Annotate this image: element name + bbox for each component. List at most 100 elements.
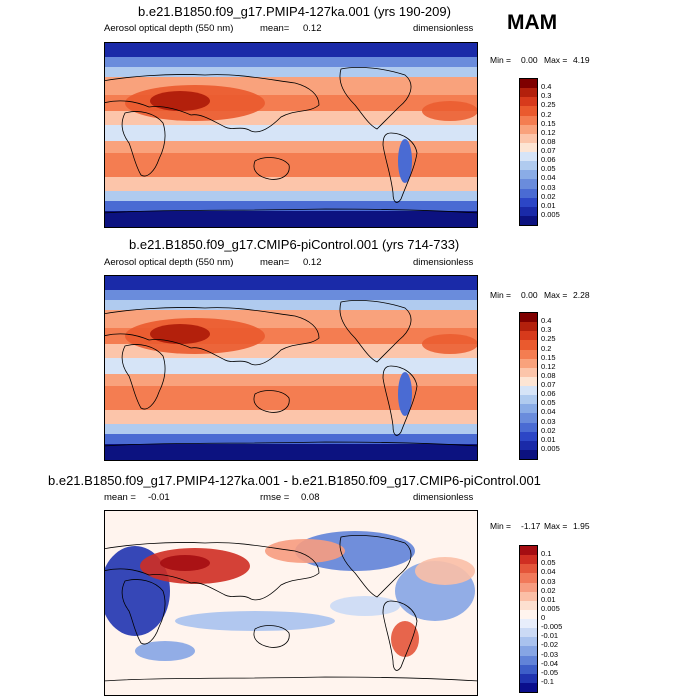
colorbar-segment <box>520 422 537 432</box>
panel1-mean-label: mean= <box>260 23 290 34</box>
panel2-variable: Aerosol optical depth (550 nm) <box>104 257 234 268</box>
colorbar-tick-label: 0.3 <box>541 91 552 101</box>
colorbar-tick-label: 0.12 <box>541 361 556 371</box>
colorbar-tick-label: 0.01 <box>541 200 556 210</box>
colorbar-tick-label: 0.2 <box>541 343 552 353</box>
panel3-mean-value: -0.01 <box>148 492 170 503</box>
colorbar-segment <box>520 88 537 98</box>
colorbar-segment <box>520 206 537 216</box>
panel3-max-value: 1.95 <box>573 521 590 531</box>
colorbar-segment <box>520 188 537 198</box>
panel3-colorbar <box>519 545 538 693</box>
colorbar-tick-label: 0.06 <box>541 389 556 399</box>
colorbar-tick-label: 0.07 <box>541 146 556 155</box>
colorbar-tick-label: 0.03 <box>541 182 556 192</box>
colorbar-segment <box>520 386 537 396</box>
colorbar-tick-label: 0.12 <box>541 127 556 137</box>
panel1-colorbar <box>519 78 538 226</box>
colorbar-segment <box>520 655 537 665</box>
colorbar-tick-label: 0.04 <box>541 407 556 417</box>
colorbar-tick-label: 0.005 <box>541 209 560 219</box>
colorbar-segment <box>520 431 537 441</box>
panel1-min-value: 0.00 <box>521 55 538 65</box>
panel1-max-label: Max = <box>544 55 568 65</box>
colorbar-tick-label: -0.04 <box>541 658 559 668</box>
colorbar-tick-label: 0.05 <box>541 558 556 568</box>
colorbar-segment <box>520 664 537 674</box>
colorbar-segment <box>520 97 537 107</box>
colorbar-segment <box>520 573 537 583</box>
colorbar-segment <box>520 179 537 189</box>
colorbar-segment <box>520 152 537 162</box>
colorbar-tick-label: 0.15 <box>541 118 556 128</box>
colorbar-segment <box>520 170 537 180</box>
colorbar-segment <box>520 376 537 386</box>
season-label: MAM <box>507 11 558 34</box>
colorbar-tick-label: 0.15 <box>541 352 556 362</box>
colorbar-tick-label: 0.25 <box>541 100 556 110</box>
colorbar-segment <box>520 79 537 89</box>
panel2-max-label: Max = <box>544 290 568 300</box>
colorbar-tick-label: 0.4 <box>541 82 552 92</box>
panel2-max-value: 2.28 <box>573 290 590 300</box>
colorbar-tick-label: 0.03 <box>541 576 556 586</box>
colorbar-segment <box>520 367 537 377</box>
colorbar-segment <box>520 358 537 368</box>
colorbar-segment <box>520 142 537 152</box>
colorbar-tick-label: 0.07 <box>541 380 556 389</box>
colorbar-segment <box>520 628 537 638</box>
colorbar-tick-label: -0.05 <box>541 667 559 677</box>
panel1-title: b.e21.B1850.f09_g17.PMIP4-127ka.001 (yrs… <box>138 4 451 19</box>
colorbar-segment <box>520 555 537 565</box>
colorbar-segment <box>520 115 537 125</box>
colorbar-segment <box>520 133 537 143</box>
colorbar-tick-label: 0.1 <box>541 549 552 559</box>
colorbar-tick-label: 0.04 <box>541 567 556 577</box>
colorbar-tick-label: 0.01 <box>541 434 556 444</box>
colorbar-segment <box>520 673 537 683</box>
colorbar-tick-label: 0.01 <box>541 594 556 604</box>
panel2-min-label: Min = <box>490 290 512 300</box>
colorbar-segment <box>520 582 537 592</box>
colorbar-tick-label: 0.02 <box>541 191 556 201</box>
colorbar-segment <box>520 106 537 116</box>
colorbar-segment <box>520 395 537 405</box>
colorbar-tick-label: 0.08 <box>541 136 556 146</box>
panel2-mean-value: 0.12 <box>303 257 322 268</box>
colorbar-tick-label: 0.005 <box>541 603 560 613</box>
panel3-min-label: Min = <box>490 521 512 531</box>
colorbar-segment <box>520 646 537 656</box>
colorbar-tick-label: 0.05 <box>541 164 556 174</box>
colorbar-tick-label: 0.06 <box>541 155 556 165</box>
colorbar-tick-label: 0.005 <box>541 443 560 453</box>
colorbar-tick-label: 0.02 <box>541 585 556 595</box>
colorbar-segment <box>520 600 537 610</box>
colorbar-tick-label: 0.05 <box>541 398 556 408</box>
panel1-map <box>104 42 478 228</box>
panel3-rmse-label: rmse = <box>260 492 290 503</box>
colorbar-segment <box>520 215 537 225</box>
colorbar-tick-label: -0.01 <box>541 631 559 641</box>
panel2-map <box>104 275 478 461</box>
colorbar-segment <box>520 591 537 601</box>
colorbar-segment <box>520 161 537 171</box>
panel3-rmse-value: 0.08 <box>301 492 320 503</box>
panel2-title: b.e21.B1850.f09_g17.CMIP6-piControl.001 … <box>129 237 460 252</box>
colorbar-tick-label: 0.04 <box>541 173 556 183</box>
colorbar-tick-label: 0.03 <box>541 416 556 426</box>
colorbar-segment <box>520 349 537 359</box>
colorbar-segment <box>520 331 537 341</box>
colorbar-tick-label: 0 <box>541 613 546 622</box>
colorbar-segment <box>520 322 537 332</box>
colorbar-tick-label: 0.4 <box>541 316 552 326</box>
colorbar-segment <box>520 637 537 647</box>
colorbar-segment <box>520 619 537 629</box>
panel3-min-value: -1.17 <box>521 521 541 531</box>
colorbar-tick-label: -0.005 <box>541 622 563 632</box>
panel3-title: b.e21.B1850.f09_g17.PMIP4-127ka.001 - b.… <box>48 473 541 488</box>
colorbar-segment <box>520 609 537 619</box>
panel1-variable: Aerosol optical depth (550 nm) <box>104 23 234 34</box>
panel1-max-value: 4.19 <box>573 55 590 65</box>
colorbar-tick-label: 0.02 <box>541 425 556 435</box>
panel3-units: dimensionless <box>413 492 474 503</box>
